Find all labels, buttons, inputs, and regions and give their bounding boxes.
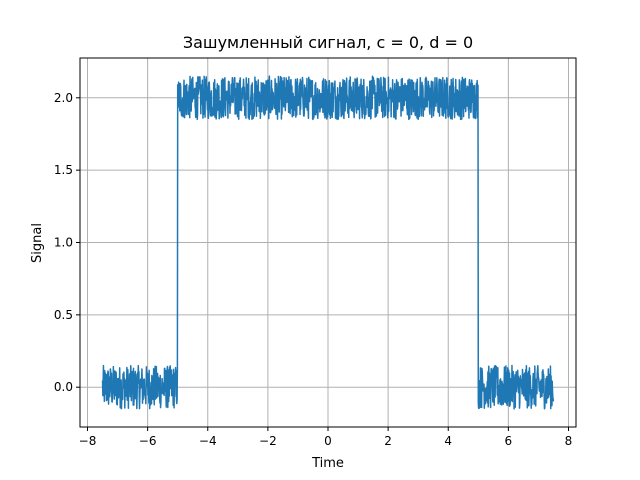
y-axis-label: Signal [30,223,45,263]
x-tick-label: −6 [139,434,157,448]
y-tick-label: 1.0 [54,236,73,250]
chart-title: Зашумленный сигнал, c = 0, d = 0 [183,33,473,52]
y-tick-label: 2.0 [54,91,73,105]
y-axis-ticks: 0.0 0.5 1.0 1.5 2.0 [54,91,80,394]
x-axis-ticks: −8 −6 −4 −2 0 2 4 6 8 [79,427,573,448]
x-axis-label: Time [311,456,344,471]
y-tick-label: 0.0 [54,380,73,394]
x-tick-label: 4 [444,434,452,448]
signal-line [101,75,555,410]
x-tick-label: 0 [324,434,332,448]
y-tick-label: 1.5 [54,163,73,177]
x-tick-label: −8 [79,434,97,448]
series-layer [101,75,555,410]
x-tick-label: −4 [199,434,217,448]
y-tick-label: 0.5 [54,308,73,322]
x-tick-label: 8 [565,434,573,448]
x-tick-label: 6 [505,434,513,448]
x-tick-label: −2 [259,434,277,448]
x-tick-label: 2 [384,434,392,448]
